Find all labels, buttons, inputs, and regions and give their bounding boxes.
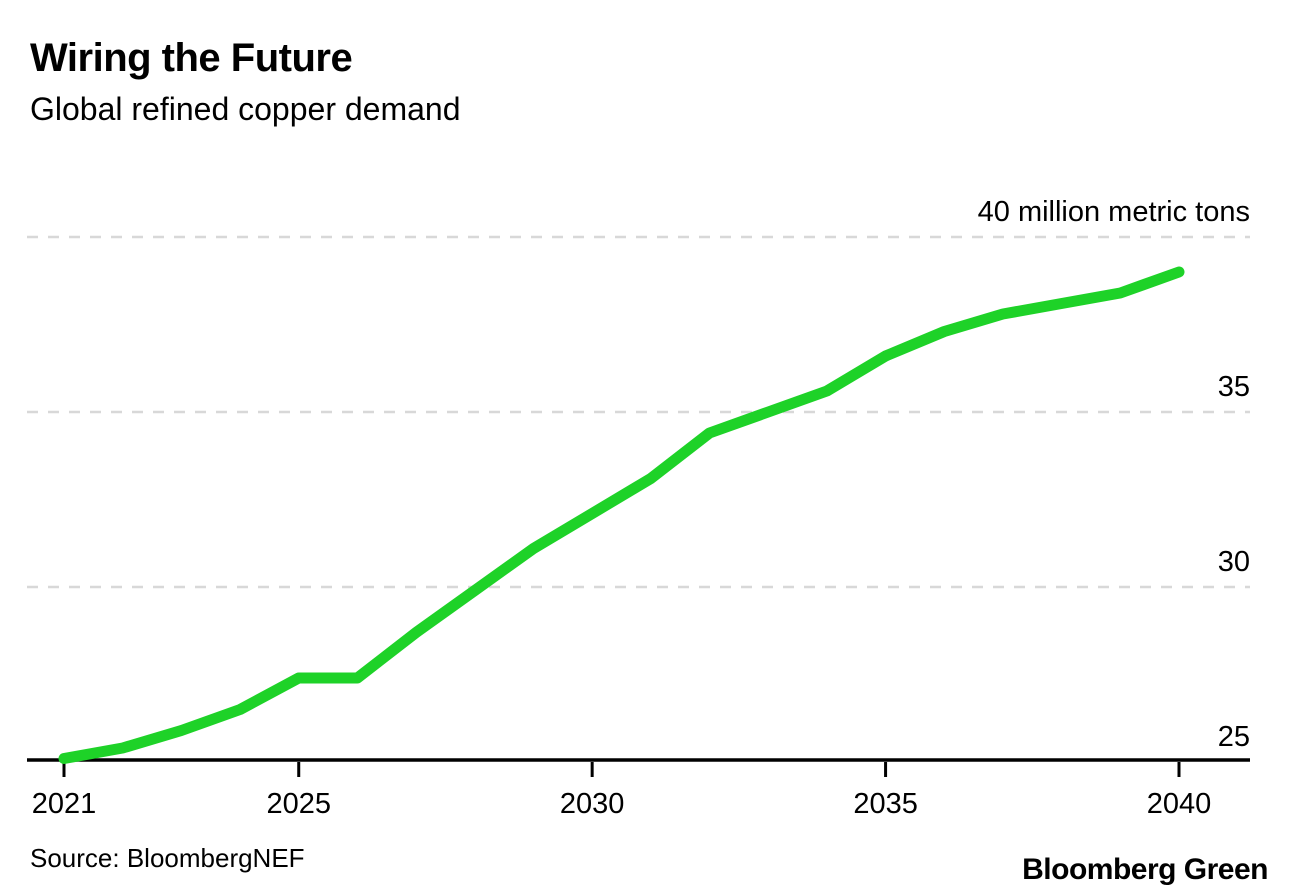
x-axis-label: 2025 [266,788,331,820]
y-axis-label: 35 [1218,371,1250,403]
chart-subtitle: Global refined copper demand [30,91,461,127]
y-axis-label: 40 million metric tons [978,196,1250,228]
y-axis-label: 25 [1218,721,1250,753]
x-axis-label: 2035 [853,788,918,820]
x-axis-label: 2030 [560,788,625,820]
copper-demand-line [58,266,1185,764]
bloomberg-green-logo: Bloomberg Green [1022,853,1268,886]
y-axis-label: 30 [1218,546,1250,578]
x-axis-label: 2021 [32,788,97,820]
source-note: Source: BloombergNEF [30,843,305,873]
chart-title: Wiring the Future [30,36,353,80]
x-axis-label: 2040 [1147,788,1212,820]
